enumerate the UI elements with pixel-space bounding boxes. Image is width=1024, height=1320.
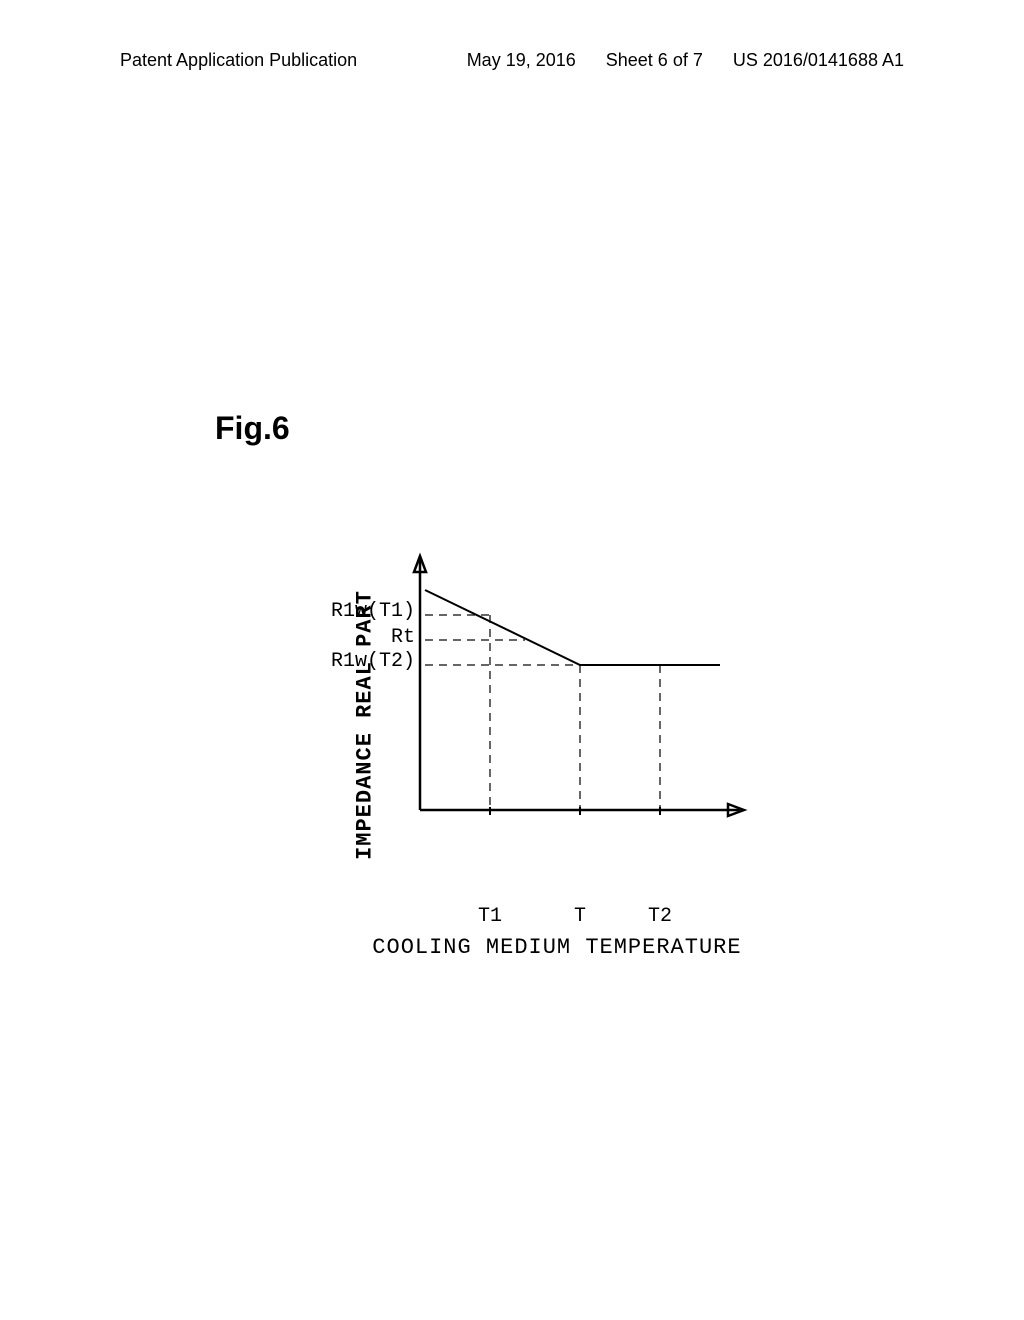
header-pubnum: US 2016/0141688 A1 [733,50,904,71]
y-tick-label: R1w(T1) [331,600,415,623]
page-header: Patent Application Publication May 19, 2… [0,50,1024,71]
header-left: Patent Application Publication [120,50,357,71]
x-axis-label: COOLING MEDIUM TEMPERATURE [372,935,741,960]
header-sheet: Sheet 6 of 7 [606,50,703,71]
x-tick-label: T1 [478,905,502,928]
chart-container: IMPEDANCE REAL PART COOLING MEDIUM TEMPE… [260,550,780,900]
x-tick-label: T2 [648,905,672,928]
x-tick-label: T [574,905,586,928]
header-date: May 19, 2016 [467,50,576,71]
y-tick-label: Rt [391,626,415,649]
chart-svg [260,550,780,830]
header-right: May 19, 2016 Sheet 6 of 7 US 2016/014168… [467,50,904,71]
y-tick-label: R1w(T2) [331,650,415,673]
figure-label: Fig.6 [215,410,290,447]
